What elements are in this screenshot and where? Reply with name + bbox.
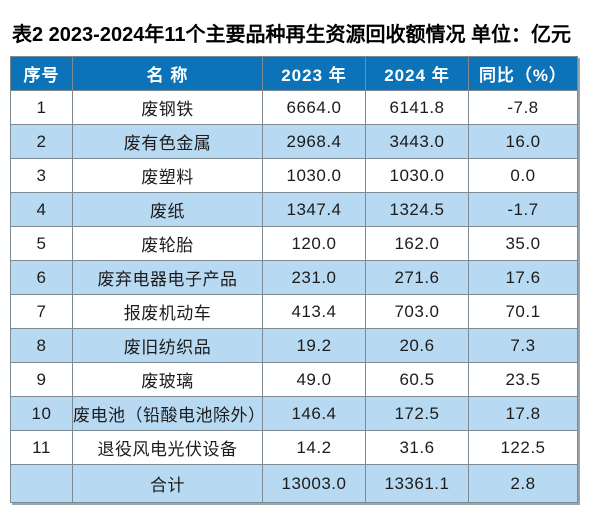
table-row: 6 废弃电器电子产品 231.0 271.6 17.6 [10,260,578,295]
cell-name: 废纸 [72,192,263,227]
cell-y2024: 60.5 [365,362,469,397]
table-row: 5 废轮胎 120.0 162.0 35.0 [10,226,578,261]
recycling-data-table: 序号 名 称 2023 年 2024 年 同比（%） 1 废钢铁 6664.0 614… [10,56,578,503]
cell-yoy: 70.1 [468,294,578,329]
total-cell-name: 合计 [72,464,263,503]
table-row: 9 废玻璃 49.0 60.5 23.5 [10,362,578,397]
cell-yoy: 23.5 [468,362,578,397]
cell-no: 2 [10,124,73,159]
cell-name: 废塑料 [72,158,263,193]
cell-y2024: 6141.8 [365,90,469,125]
cell-y2023: 120.0 [262,226,366,261]
cell-no: 8 [10,328,73,363]
cell-y2024: 3443.0 [365,124,469,159]
header-cell-index: 序号 [10,56,73,91]
table-row: 1 废钢铁 6664.0 6141.8 -7.8 [10,90,578,125]
cell-yoy: -7.8 [468,90,578,125]
total-cell-yoy: 2.8 [468,464,578,503]
total-cell-y2024: 13361.1 [365,464,469,503]
table-row: 2 废有色金属 2968.4 3443.0 16.0 [10,124,578,159]
header-cell-name: 名 称 [72,56,263,91]
cell-no: 9 [10,362,73,397]
table-row: 4 废纸 1347.4 1324.5 -1.7 [10,192,578,227]
cell-name: 报废机动车 [72,294,263,329]
cell-y2023: 2968.4 [262,124,366,159]
cell-yoy: 0.0 [468,158,578,193]
cell-no: 7 [10,294,73,329]
table-body: 1 废钢铁 6664.0 6141.8 -7.8 2 废有色金属 2968.4 3443.0 16… [10,90,578,503]
cell-yoy: 17.8 [468,396,578,431]
cell-y2023: 6664.0 [262,90,366,125]
cell-name: 废轮胎 [72,226,263,261]
cell-yoy: 16.0 [468,124,578,159]
cell-yoy: 17.6 [468,260,578,295]
header-cell-2024: 2024 年 [365,56,469,91]
cell-yoy: 7.3 [468,328,578,363]
cell-yoy: -1.7 [468,192,578,227]
cell-yoy: 35.0 [468,226,578,261]
total-row: 合计 13003.0 13361.1 2.8 [10,464,578,503]
cell-name: 废钢铁 [72,90,263,125]
table-row: 7 报废机动车 413.4 703.0 70.1 [10,294,578,329]
cell-no: 4 [10,192,73,227]
cell-y2024: 162.0 [365,226,469,261]
cell-y2023: 1030.0 [262,158,366,193]
header-cell-2023: 2023 年 [262,56,366,91]
cell-no: 1 [10,90,73,125]
cell-yoy: 122.5 [468,430,578,465]
cell-no: 10 [10,396,73,431]
cell-y2023: 19.2 [262,328,366,363]
table-row: 11 退役风电光伏设备 14.2 31.6 122.5 [10,430,578,465]
cell-no: 3 [10,158,73,193]
table-caption: 表2 2023-2024年11个主要品种再生资源回收额情况 单位：亿元 [12,24,572,46]
cell-name: 废玻璃 [72,362,263,397]
cell-y2024: 20.6 [365,328,469,363]
cell-y2023: 14.2 [262,430,366,465]
table-row: 8 废旧纺织品 19.2 20.6 7.3 [10,328,578,363]
header-cell-yoy: 同比（%） [468,56,578,91]
cell-y2024: 271.6 [365,260,469,295]
cell-y2024: 1030.0 [365,158,469,193]
cell-y2024: 1324.5 [365,192,469,227]
cell-name: 废弃电器电子产品 [72,260,263,295]
table-row: 10 废电池（铅酸电池除外） 146.4 172.5 17.8 [10,396,578,431]
cell-no: 6 [10,260,73,295]
table-row: 3 废塑料 1030.0 1030.0 0.0 [10,158,578,193]
cell-no: 5 [10,226,73,261]
cell-y2023: 49.0 [262,362,366,397]
cell-y2024: 703.0 [365,294,469,329]
cell-y2024: 31.6 [365,430,469,465]
cell-name: 退役风电光伏设备 [72,430,263,465]
table-header: 序号 名 称 2023 年 2024 年 同比（%） [10,56,578,91]
cell-name: 废有色金属 [72,124,263,159]
cell-name: 废旧纺织品 [72,328,263,363]
cell-y2024: 172.5 [365,396,469,431]
cell-y2023: 413.4 [262,294,366,329]
cell-y2023: 231.0 [262,260,366,295]
cell-y2023: 146.4 [262,396,366,431]
cell-y2023: 1347.4 [262,192,366,227]
header-row: 序号 名 称 2023 年 2024 年 同比（%） [10,56,578,91]
cell-name: 废电池（铅酸电池除外） [72,396,263,431]
total-cell-y2023: 13003.0 [262,464,366,503]
total-cell-no [10,464,73,503]
cell-no: 11 [10,430,73,465]
